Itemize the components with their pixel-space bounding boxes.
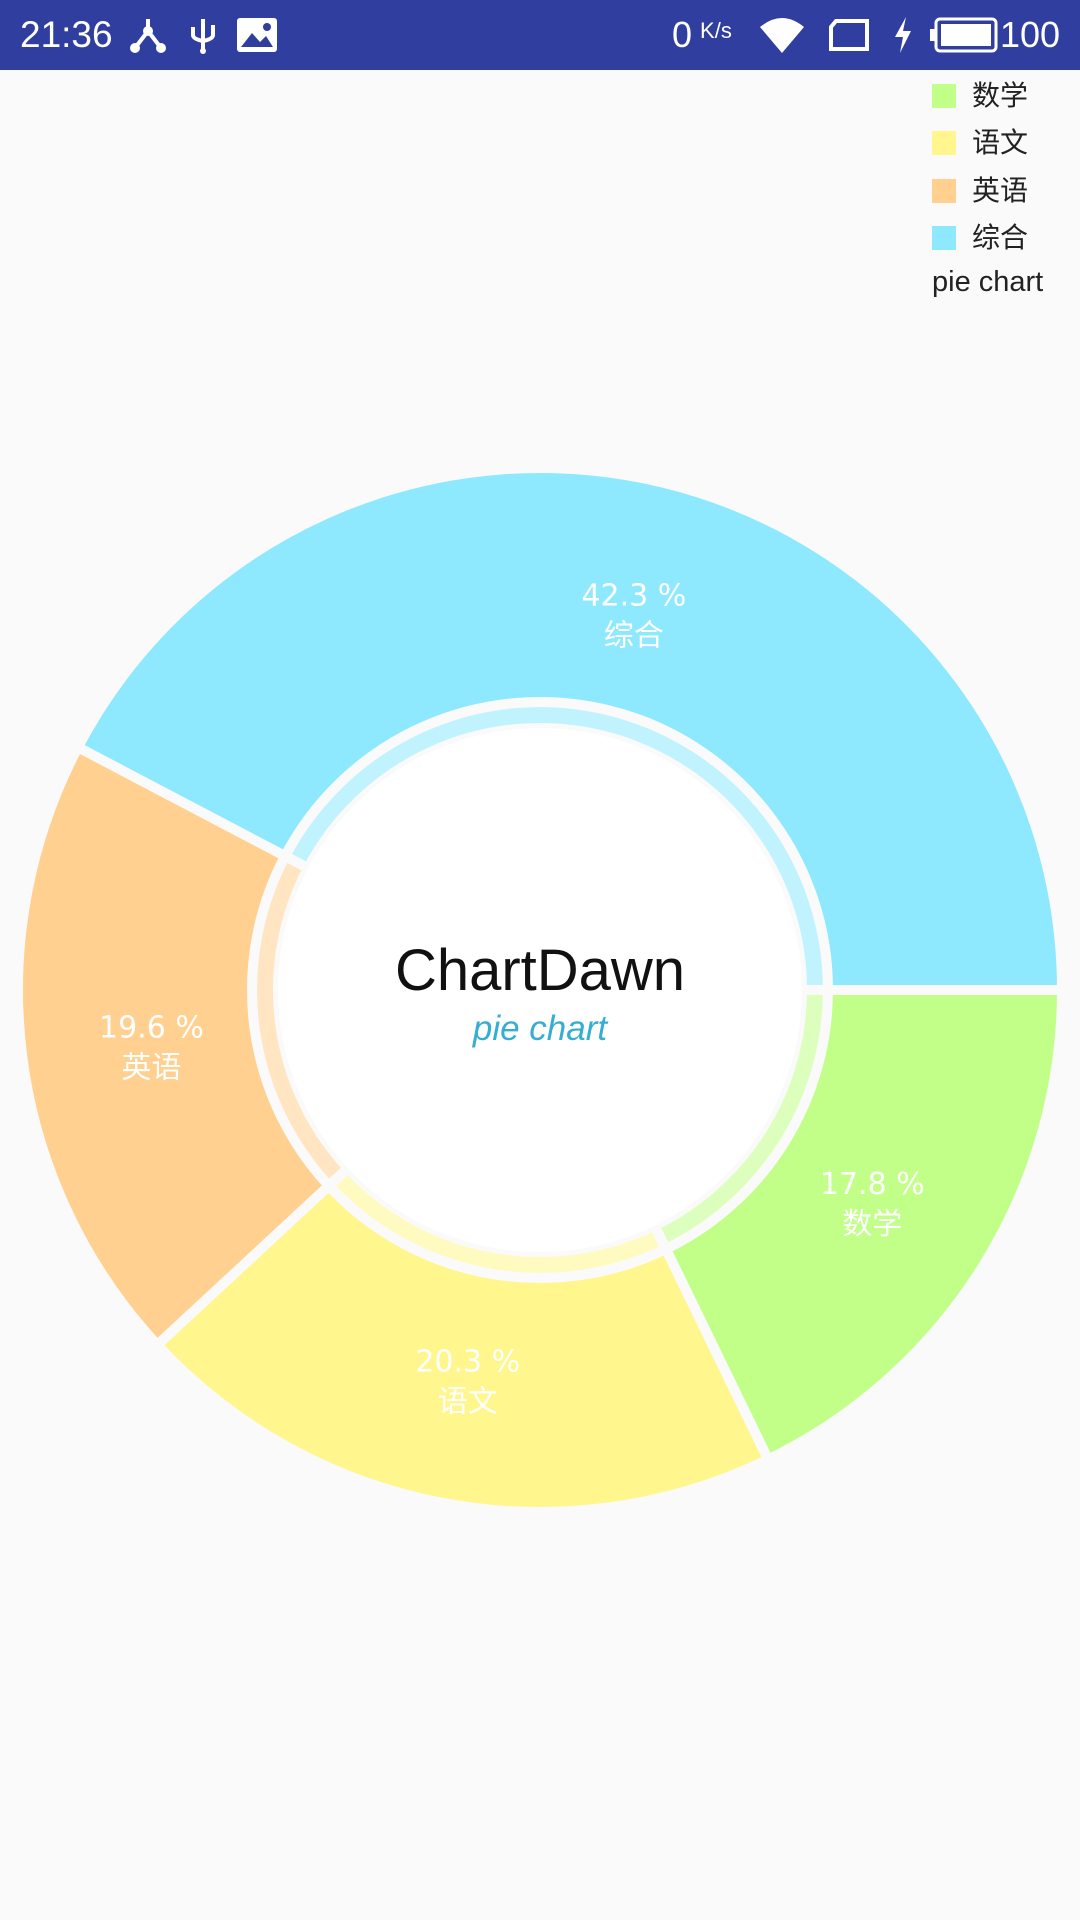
slice-name-label: 综合	[604, 618, 664, 653]
donut-chart: 17.8 % 数学 20.3 % 语文 19.6 % 英语 42.3 % 综合 ChartDa…	[0, 70, 1080, 1920]
share-icon	[128, 0, 168, 70]
slice-percent-label: 20.3 %	[415, 1344, 520, 1379]
chart-center-title: ChartDawn	[395, 938, 685, 1003]
slice-name-label: 语文	[438, 1384, 498, 1419]
slice-name-label: 数学	[842, 1207, 902, 1242]
usb-icon	[188, 0, 218, 70]
image-icon	[236, 0, 278, 70]
slice-name-label: 英语	[121, 1051, 181, 1086]
battery-level: 100	[1000, 0, 1060, 70]
battery-icon	[930, 0, 1000, 70]
charging-icon	[892, 0, 914, 70]
chart-center-subtitle: pie chart	[472, 1009, 609, 1048]
status-bar: 21:36 0 K/s	[0, 0, 1080, 70]
slice-percent-label: 19.6 %	[99, 1011, 204, 1046]
slice-percent-label: 17.8 %	[820, 1167, 925, 1202]
wifi-icon	[758, 0, 806, 70]
sim-icon	[828, 0, 870, 70]
status-time: 21:36	[20, 0, 113, 70]
network-speed: 0 K/s	[672, 0, 732, 70]
network-speed-unit: K/s	[700, 18, 732, 44]
network-speed-value: 0	[672, 14, 692, 56]
slice-percent-label: 42.3 %	[581, 578, 686, 613]
